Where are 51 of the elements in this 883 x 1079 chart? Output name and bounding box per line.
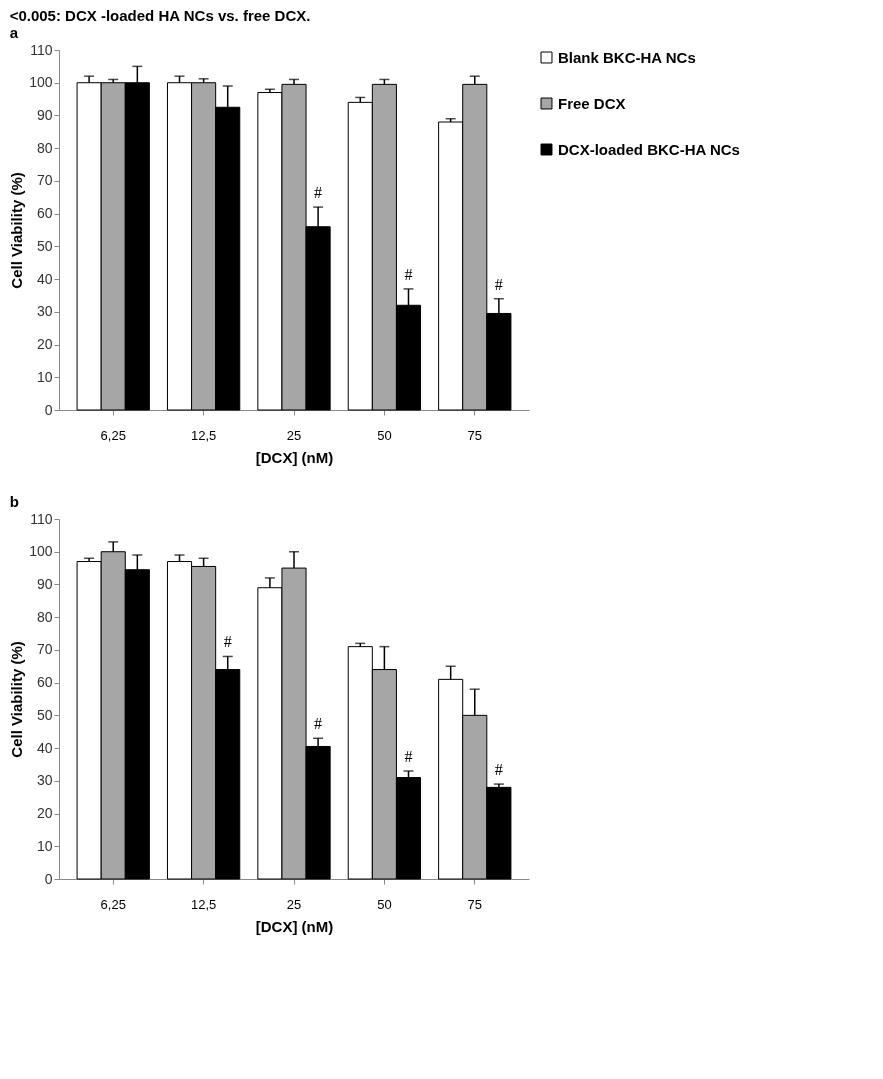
y-tick-label: 110 — [30, 41, 53, 58]
x-tick-label: 50 — [377, 427, 392, 443]
y-tick-label: 0 — [44, 870, 53, 887]
y-axis-title: Cell Viability (%) — [8, 172, 26, 289]
y-tick-label: 10 — [36, 837, 53, 854]
x-tick-label: 6,25 — [100, 896, 126, 912]
x-tick-label: 12,5 — [190, 427, 217, 443]
y-tick-label: 40 — [36, 739, 53, 756]
y-tick-label: 60 — [36, 205, 53, 222]
data-label: # — [494, 275, 503, 293]
text: b — [9, 493, 19, 510]
data-label: # — [314, 184, 323, 202]
y-tick-label: 50 — [36, 706, 53, 723]
y-tick-label: 110 — [30, 510, 53, 527]
data-label: # — [404, 265, 413, 283]
y-tick-label: 50 — [36, 237, 53, 254]
y-tick-label: 60 — [36, 674, 53, 691]
y-tick-label: 100 — [29, 74, 53, 91]
y-tick-label: 90 — [36, 106, 53, 123]
y-tick-label: 100 — [29, 543, 53, 560]
data-label: # — [404, 748, 413, 765]
y-tick-label: 10 — [36, 368, 53, 385]
y-tick-label: 20 — [36, 805, 53, 822]
text: a — [9, 24, 19, 41]
y-tick-label: 30 — [36, 772, 53, 789]
data-label: # — [223, 633, 232, 651]
y-axis-title: Cell Viability (%) — [8, 641, 26, 758]
y-tick-label: 80 — [36, 139, 53, 156]
x-tick-label: 12,5 — [190, 896, 217, 912]
legend-label: Blank BKC-HA NCs — [558, 48, 696, 66]
x-tick-label: 25 — [286, 896, 302, 912]
y-tick-label: 90 — [36, 575, 53, 592]
y-tick-label: 70 — [36, 641, 53, 658]
x-axis-title: [DCX] (nM) — [255, 917, 334, 935]
y-tick-label: 70 — [36, 172, 53, 189]
legend-label: DCX-loaded BKC-HA NCs — [558, 140, 740, 158]
x-tick-label: 75 — [467, 896, 482, 912]
data-label: # — [314, 715, 323, 733]
data-label: # — [494, 761, 503, 779]
text: <0.005: DCX -loaded HA NCs vs. free DCX. — [9, 7, 311, 24]
x-tick-label: 75 — [467, 427, 482, 443]
x-axis-title: [DCX] (nM) — [255, 448, 334, 466]
y-tick-label: 20 — [36, 336, 53, 353]
x-tick-label: 50 — [377, 896, 392, 912]
y-tick-label: 0 — [44, 401, 53, 418]
y-tick-label: 80 — [36, 608, 53, 625]
y-tick-label: 30 — [36, 303, 53, 320]
x-tick-label: 25 — [286, 427, 302, 443]
y-tick-label: 40 — [36, 270, 53, 287]
x-tick-label: 6,25 — [100, 427, 126, 443]
legend-label: Free DCX — [558, 94, 626, 112]
